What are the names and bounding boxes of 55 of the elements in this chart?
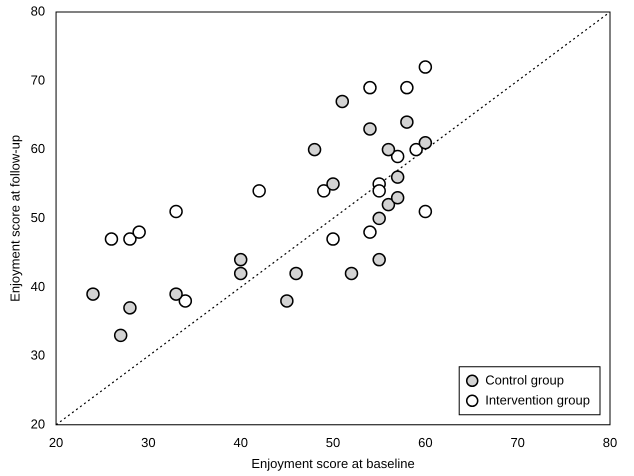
point [336, 94, 350, 108]
point [169, 204, 183, 218]
point [390, 191, 404, 205]
point [123, 301, 137, 315]
y-tick-label: 40 [30, 278, 46, 294]
x-tick-label: 70 [510, 435, 525, 450]
point [123, 232, 137, 246]
point [317, 184, 331, 198]
point [372, 212, 386, 226]
point [363, 80, 377, 94]
point [390, 150, 404, 164]
point [234, 252, 248, 266]
point [372, 184, 386, 198]
y-tick-label: 70 [30, 72, 46, 88]
point [132, 225, 146, 239]
point [169, 287, 183, 301]
point [409, 142, 423, 156]
point [418, 60, 432, 74]
y-axis-title: Enjoyment score at follow-up [7, 134, 22, 302]
point [418, 136, 432, 150]
point [400, 115, 414, 129]
x-tick-label: 20 [48, 435, 64, 450]
x-tick-label: 40 [233, 435, 248, 450]
x-tick-label: 30 [141, 435, 156, 450]
y-tick-label: 20 [30, 416, 46, 432]
point [344, 266, 358, 280]
point [326, 232, 340, 246]
point [326, 177, 340, 191]
point [382, 198, 396, 212]
x-tick-label: 60 [418, 435, 433, 450]
point [390, 170, 404, 184]
y-tick-label: 80 [30, 4, 46, 19]
point [372, 252, 386, 266]
point [86, 287, 100, 301]
point [104, 232, 118, 246]
point [289, 266, 303, 280]
y-tick-label: 50 [30, 210, 46, 225]
point [178, 294, 192, 308]
point [114, 328, 128, 342]
point [363, 225, 377, 239]
y-tick-label: 60 [30, 141, 46, 156]
point [418, 204, 432, 218]
point [382, 142, 396, 156]
legend-label: Control group [485, 372, 564, 388]
point [308, 142, 322, 156]
point [363, 122, 377, 136]
x-axis-title: Enjoyment score at baseline [251, 456, 415, 471]
point [234, 266, 248, 280]
x-tick-label: 50 [326, 435, 340, 450]
legend-label: Intervention group [485, 392, 590, 408]
y-tick-label: 30 [30, 348, 46, 363]
point [400, 80, 414, 94]
point [252, 184, 266, 198]
x-tick-label: 80 [602, 435, 618, 450]
point [280, 294, 294, 308]
